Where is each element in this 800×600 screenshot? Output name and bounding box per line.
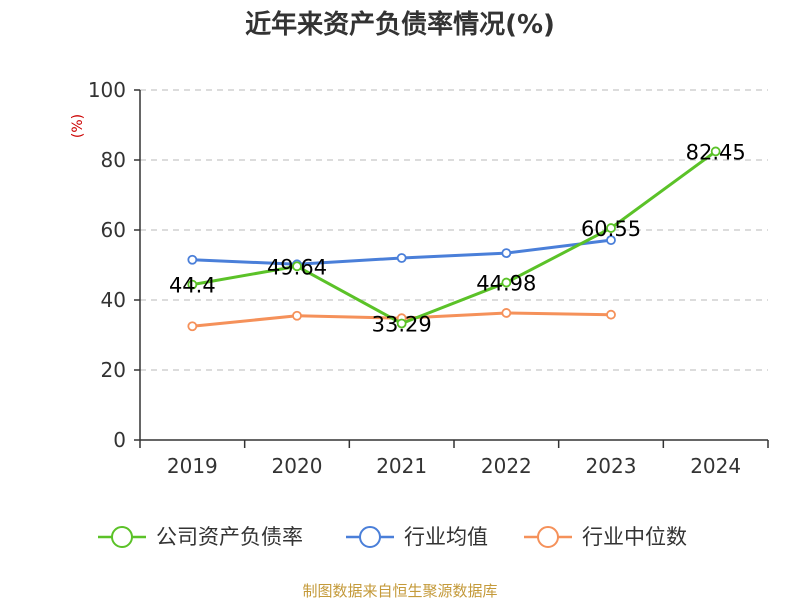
- y-tick-label: 20: [101, 358, 126, 382]
- data-point: [396, 253, 407, 263]
- data-point: [292, 261, 302, 272]
- legend-item-2[interactable]: 行业中位数: [524, 525, 687, 549]
- x-tick-label: 2020: [272, 454, 323, 478]
- x-tick-label: 2021: [376, 454, 427, 478]
- y-tick-label: 80: [101, 148, 126, 172]
- legend-marker: [537, 526, 559, 548]
- data-point: [292, 310, 302, 321]
- series-lines: [187, 146, 721, 332]
- data-label: 49.64: [267, 255, 327, 279]
- x-tick-label: 2024: [690, 454, 741, 478]
- legend-item-1[interactable]: 行业均值: [346, 525, 488, 549]
- series-line-0: [192, 150, 717, 325]
- y-tick-label: 40: [101, 288, 126, 312]
- legend-item-0[interactable]: 公司资产负债率: [98, 525, 303, 549]
- data-label: 44.4: [169, 274, 216, 298]
- data-point: [187, 279, 198, 290]
- source-note: 制图数据来自恒生聚源数据库: [302, 582, 497, 600]
- legend-marker: [111, 526, 133, 548]
- grid-lines: [140, 89, 768, 371]
- data-point: [606, 223, 616, 233]
- data-point: [501, 248, 512, 259]
- data-point: [501, 308, 512, 318]
- legend[interactable]: 公司资产负债率 行业均值 行业中位数: [98, 525, 687, 549]
- data-label: 44.98: [476, 272, 536, 296]
- data-point: [606, 235, 616, 246]
- data-labels: 44.4 49.64 33.29 44.98 60.55 82.45: [169, 140, 746, 336]
- y-tick-label: 100: [88, 78, 126, 102]
- data-label: 60.55: [581, 217, 641, 241]
- legend-label: 公司资产负债率: [156, 525, 303, 549]
- legend-label: 行业均值: [404, 525, 488, 549]
- data-point: [501, 277, 512, 288]
- data-point: [710, 146, 721, 157]
- data-point: [187, 321, 198, 332]
- x-tick-label: 2022: [481, 454, 532, 478]
- x-tick-label: 2019: [167, 454, 218, 478]
- legend-marker: [359, 526, 381, 548]
- y-tick-label: 0: [113, 428, 126, 452]
- data-point: [187, 254, 198, 265]
- chart-title: 近年来资产负债率情况(%): [245, 9, 555, 40]
- x-tick-label: 2023: [586, 454, 637, 478]
- data-label: 33.29: [372, 312, 432, 336]
- legend-label: 行业中位数: [582, 525, 687, 549]
- data-point: [396, 318, 407, 329]
- axes: 0 20 40 60 80 100 2019 2020 2021 2022 2023 2024: [88, 78, 769, 478]
- data-label: 82.45: [686, 140, 746, 164]
- y-axis-unit: (%): [70, 114, 86, 138]
- data-point: [606, 309, 616, 320]
- y-tick-label: 60: [101, 218, 126, 242]
